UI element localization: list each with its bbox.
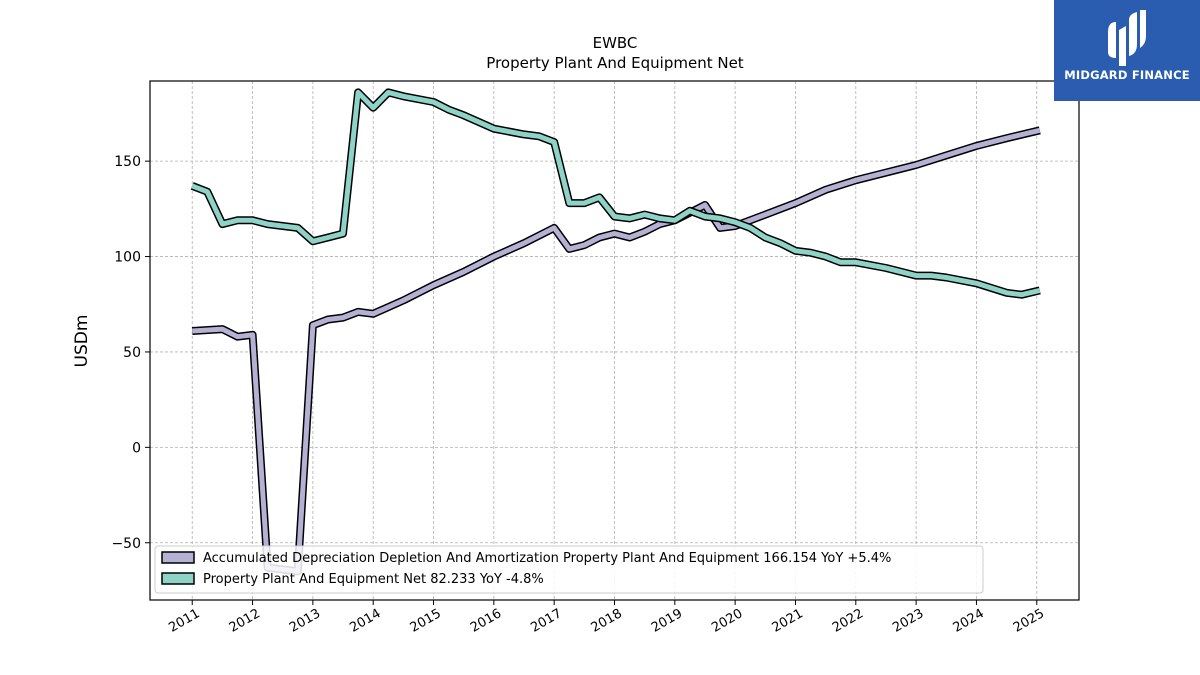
legend: Accumulated Depreciation Depletion And A…	[154, 545, 984, 594]
x-tick-label: 2023	[890, 606, 926, 636]
grid	[150, 81, 1079, 600]
logo-text: MIDGARD FINANCE	[1064, 68, 1190, 82]
x-tick-label: 2012	[227, 606, 263, 636]
y-tick-label: −50	[111, 536, 141, 552]
x-tick-label: 2017	[528, 606, 564, 636]
x-tick-label: 2022	[830, 606, 866, 636]
x-tick-label: 2020	[709, 606, 745, 636]
series-line-ppe-net-outline	[190, 88, 1041, 299]
y-tick-label: 150	[114, 154, 141, 170]
midgard-finance-logo: MIDGARD FINANCE	[1054, 0, 1200, 101]
y-tick-label: 0	[132, 440, 141, 456]
series-line-accumulated-depreciation	[192, 127, 1041, 574]
x-tick-label: 2011	[166, 606, 202, 636]
x-tick-label: 2021	[770, 606, 806, 636]
legend-label-accumulated-depreciation: Accumulated Depreciation Depletion And A…	[203, 551, 891, 566]
y-axis-label: USDm	[72, 315, 92, 368]
legend-swatch-ppe-net	[161, 572, 195, 585]
series-line-ppe-net	[191, 89, 1041, 298]
series-line-accumulated-depreciation-outline	[191, 126, 1041, 576]
legend-label-ppe-net: Property Plant And Equipment Net 82.233 …	[203, 572, 544, 587]
legend-box	[154, 545, 984, 594]
legend-swatch-accumulated-depreciation	[161, 551, 195, 564]
chart-title: EWBC	[593, 34, 638, 52]
x-tick-label: 2015	[408, 606, 444, 636]
y-tick-label: 50	[123, 345, 141, 361]
x-tick-label: 2014	[347, 606, 383, 636]
logo-mark-icon	[1108, 10, 1146, 66]
x-tick-label: 2019	[649, 606, 685, 636]
y-tick-label: 100	[114, 250, 141, 266]
x-tick-label: 2025	[1011, 606, 1047, 636]
chart-subtitle: Property Plant And Equipment Net	[486, 54, 743, 72]
x-tick-label: 2016	[468, 606, 504, 636]
x-tick-label: 2018	[589, 606, 625, 636]
series-layer	[190, 88, 1041, 576]
x-tick-label: 2024	[951, 606, 987, 636]
x-tick-label: 2013	[287, 606, 323, 636]
